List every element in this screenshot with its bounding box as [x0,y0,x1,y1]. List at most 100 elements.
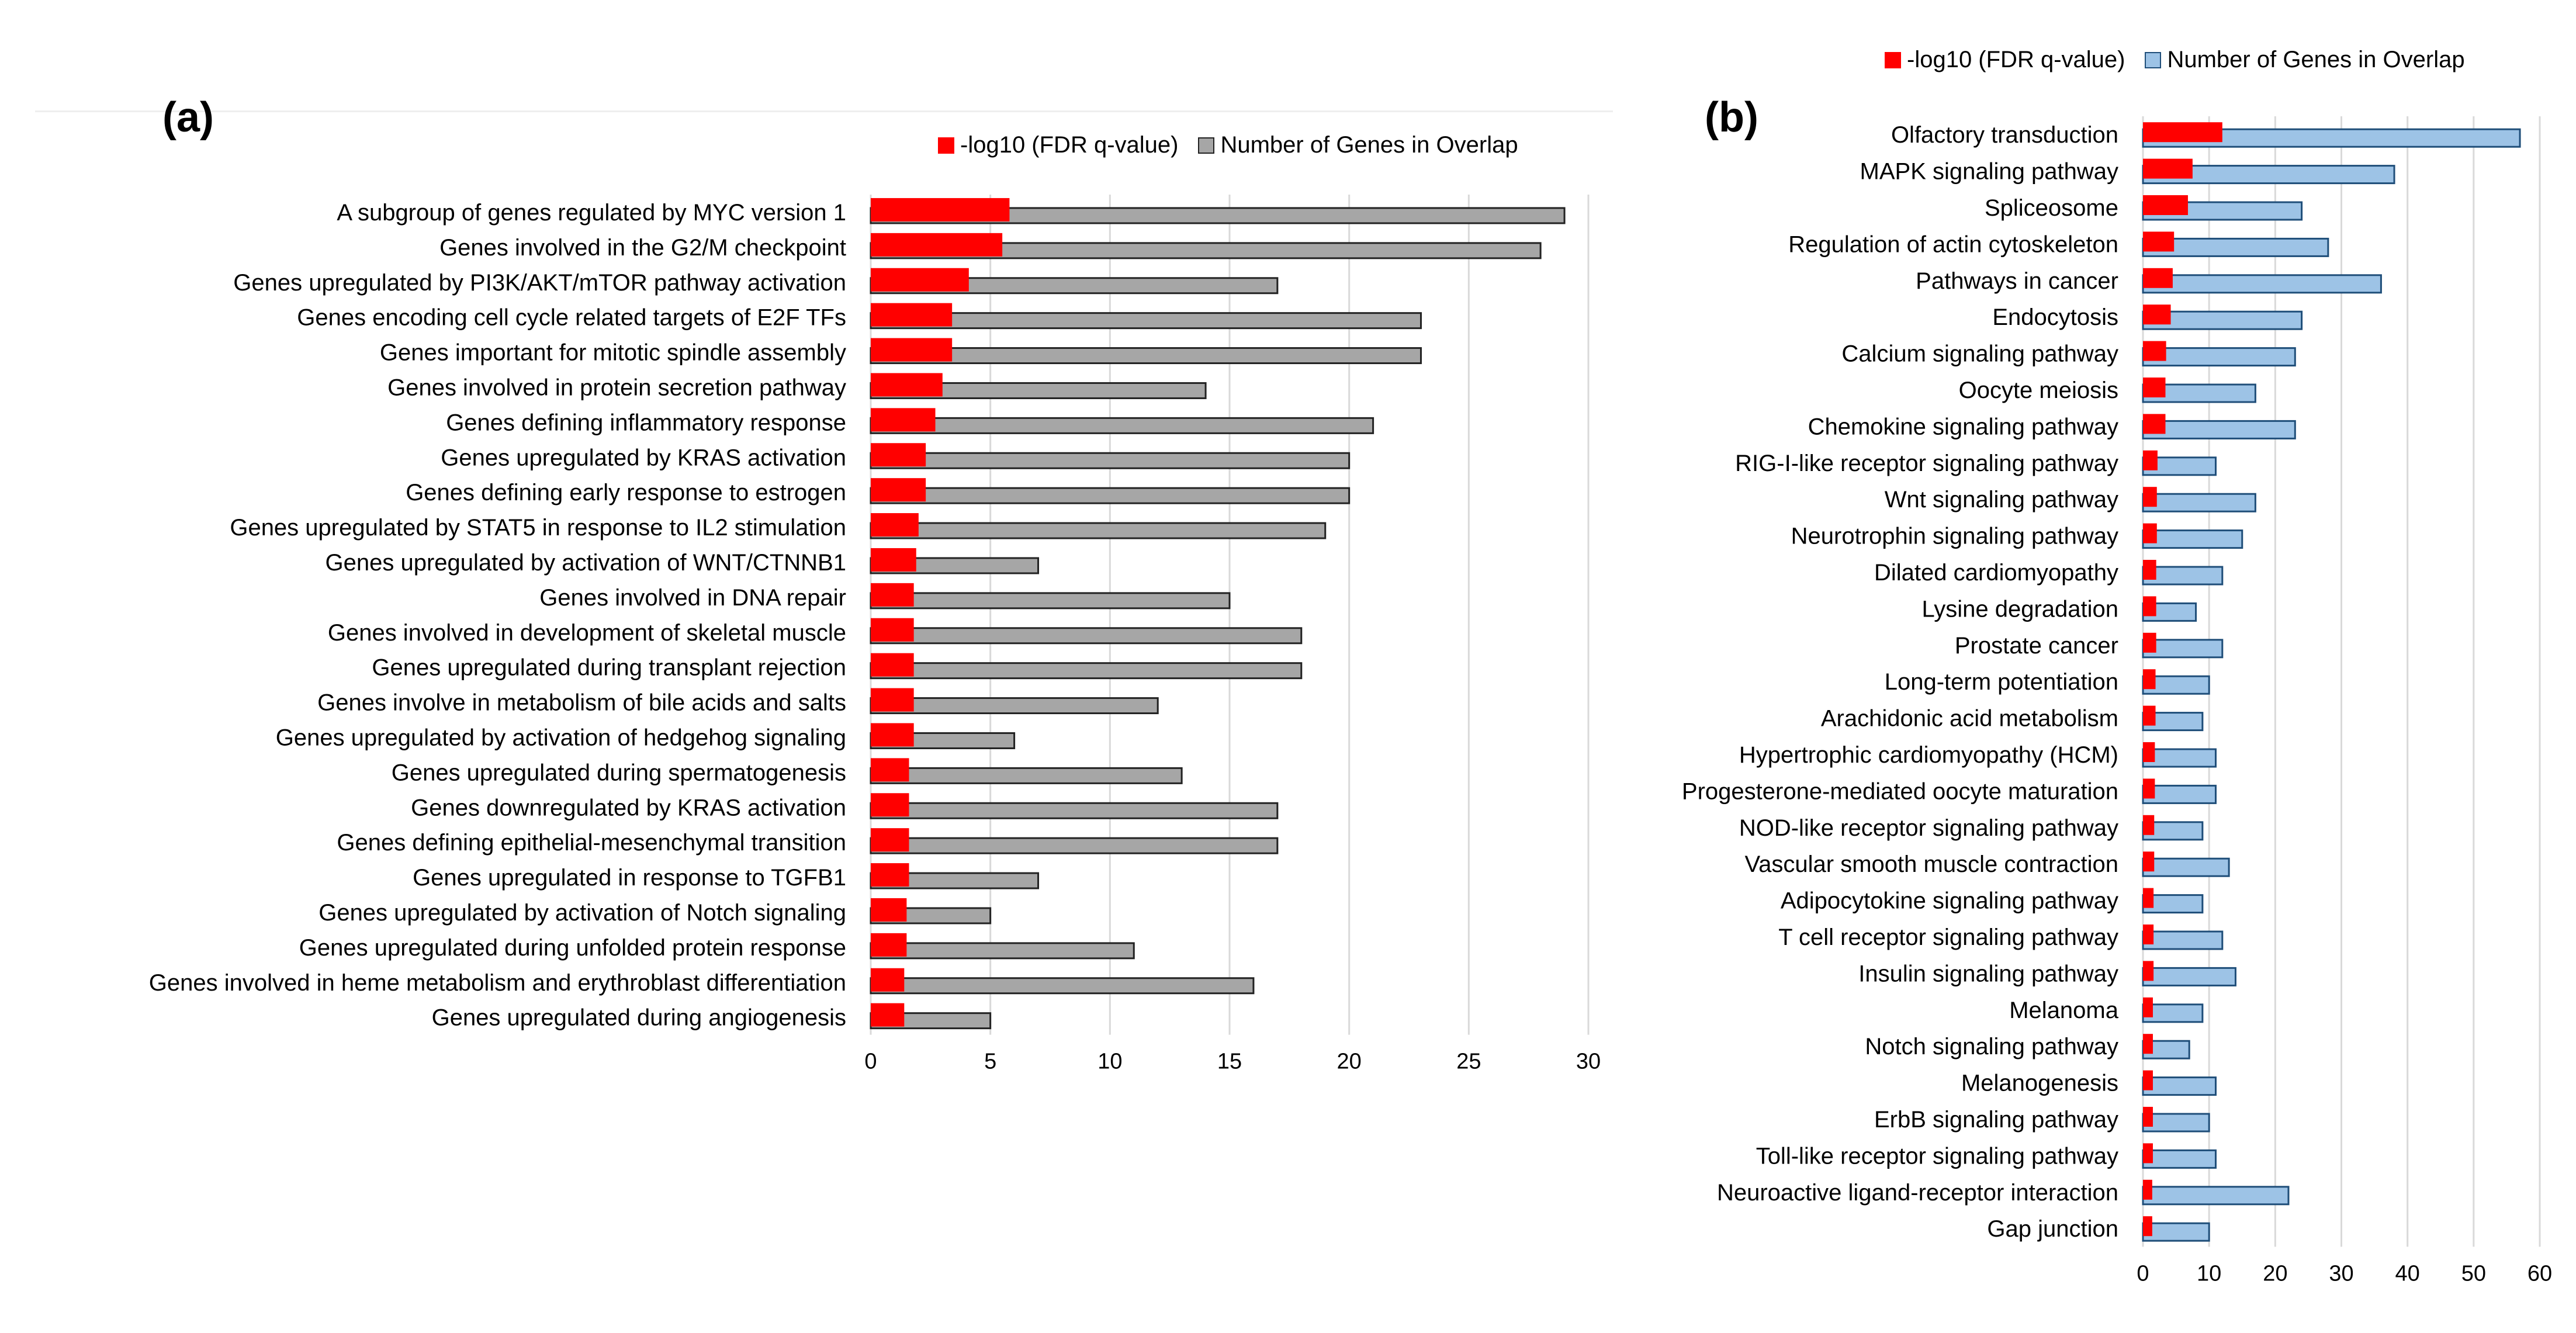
legend-swatch-fdr [938,137,954,154]
category-label: Genes involved in heme metabolism and er… [149,970,846,996]
legend-swatch-fdr [1885,51,1901,68]
bar-fdr [871,548,916,572]
panel-b-legend: -log10 (FDR q-value) Number of Genes in … [1885,47,2485,73]
bar-fdr [2143,231,2175,252]
bar-fdr [2143,523,2157,543]
bar-fdr [871,443,926,467]
bar-fdr [871,828,909,852]
bar-gene-overlap [2142,493,2256,513]
bar-gene-overlap [870,767,1183,784]
bar-gene-overlap [870,417,1374,434]
bar-fdr [2143,450,2158,470]
legend-swatch-genes [1198,137,1215,154]
bar-gene-overlap [2142,1222,2210,1242]
panel-b-label: (b) [1705,94,1758,141]
category-label: NOD-like receptor signaling pathway [1739,815,2118,841]
bar-gene-overlap [870,697,1159,715]
bar-gene-overlap [870,487,1351,504]
category-label: Genes involved in the G2/M checkpoint [439,235,846,261]
category-label: Wnt signaling pathway [1885,487,2118,513]
category-label: Insulin signaling pathway [1858,961,2118,986]
category-label: Adipocytokine signaling pathway [1781,888,2118,914]
bar-gene-overlap [870,592,1231,610]
bar-fdr [2143,414,2166,434]
bar-fdr [871,933,907,957]
category-label: Toll-like receptor signaling pathway [1756,1143,2118,1169]
legend-label-genes: Number of Genes in Overlap [1220,132,1518,158]
bar-fdr [2143,1107,2153,1127]
category-label: A subgroup of genes regulated by MYC ver… [337,200,846,226]
bar-fdr [2143,487,2157,507]
category-label: Genes upregulated by STAT5 in response t… [230,515,846,541]
category-label: Lysine degradation [1921,596,2118,622]
category-label: Genes downregulated by KRAS activation [411,795,846,820]
bar-fdr [871,898,907,922]
category-label: Genes upregulated by PI3K/AKT/mTOR pathw… [233,270,846,296]
category-label: Progesterone-mediated oocyte maturation [1682,778,2118,804]
category-label: Genes upregulated during angiogenesis [432,1005,846,1031]
bar-gene-overlap [870,627,1303,645]
bar-gene-overlap [2142,1076,2217,1096]
legend-label-fdr: -log10 (FDR q-value) [960,132,1179,158]
category-label: Neuroactive ligand-receptor interaction [1717,1180,2118,1206]
bar-fdr [871,863,909,887]
bar-fdr [871,618,914,642]
bar-fdr [2143,378,2166,397]
category-label: Pathways in cancer [1916,268,2118,294]
panel-b-kegg-chart: (b) -log10 (FDR q-value) Number of Genes… [1625,0,2576,1333]
bar-fdr [871,583,914,607]
bar-gene-overlap [870,522,1327,539]
category-label: Genes involved in protein secretion path… [387,375,846,400]
bar-fdr [871,408,936,432]
bar-gene-overlap [870,942,1135,960]
category-label: Genes upregulated during transplant reje… [372,655,846,681]
category-label: Genes upregulated by activation of Notch… [318,900,846,926]
category-label: Spliceosome [1985,195,2118,221]
bar-fdr [871,478,926,502]
bar-gene-overlap [870,662,1303,680]
x-tick-label: 40 [2395,1261,2420,1286]
bar-fdr [2143,341,2166,361]
category-label: Oocyte meiosis [1959,378,2118,403]
panel-a-hallmark-chart: (a) -log10 (FDR q-value) Number of Genes… [149,94,1601,1074]
category-label: Endocytosis [1992,304,2118,330]
chart-a-svg: 0 5 10 15 20 25 30 A subgroup of genes regulate… [149,195,1601,1074]
category-label: Arachidonic acid metabolism [1821,706,2118,732]
legend-label-genes: Number of Genes in Overlap [2167,47,2465,72]
bar-fdr [2143,122,2222,143]
bar-fdr [871,373,943,397]
category-label: Notch signaling pathway [1865,1034,2118,1060]
bar-fdr [871,338,953,362]
legend-item-genes: Number of Genes in Overlap [2145,47,2465,73]
x-tick-label: 60 [2527,1261,2552,1286]
bar-fdr [2143,1070,2153,1090]
bar-gene-overlap [2142,748,2217,768]
bar-gene-overlap [870,977,1255,995]
bar-fdr [871,793,909,817]
category-label: Genes upregulated during spermatogenesis [392,760,846,785]
category-label: Genes involved in development of skeleta… [328,620,846,646]
category-label: Genes upregulated by activation of WNT/C… [325,550,846,576]
x-tick-label: 5 [984,1050,996,1074]
x-tick-label: 10 [2197,1261,2221,1286]
bar-gene-overlap [2142,784,2217,804]
x-tick-label: 15 [1217,1050,1242,1074]
top-divider-line [35,110,1613,112]
category-label: Olfactory transduction [1891,122,2118,148]
x-tick-label: 30 [2329,1261,2353,1286]
category-label: Genes defining early response to estroge… [406,480,846,505]
category-label: Genes involved in DNA repair [539,585,846,611]
bar-fdr [2143,195,2188,215]
x-tick-label: 10 [1097,1050,1122,1074]
bar-fdr [871,653,914,677]
category-label: Melanogenesis [1961,1071,2118,1096]
bar-gene-overlap [2142,529,2243,549]
bar-fdr [871,723,914,747]
bar-fdr [2143,888,2154,908]
legend-label-fdr: -log10 (FDR q-value) [1907,47,2125,72]
bar-fdr [2143,815,2155,835]
x-tick-label: 20 [2263,1261,2287,1286]
bar-gene-overlap [870,347,1422,365]
bar-fdr [2143,742,2155,762]
bar-fdr [2143,560,2156,580]
